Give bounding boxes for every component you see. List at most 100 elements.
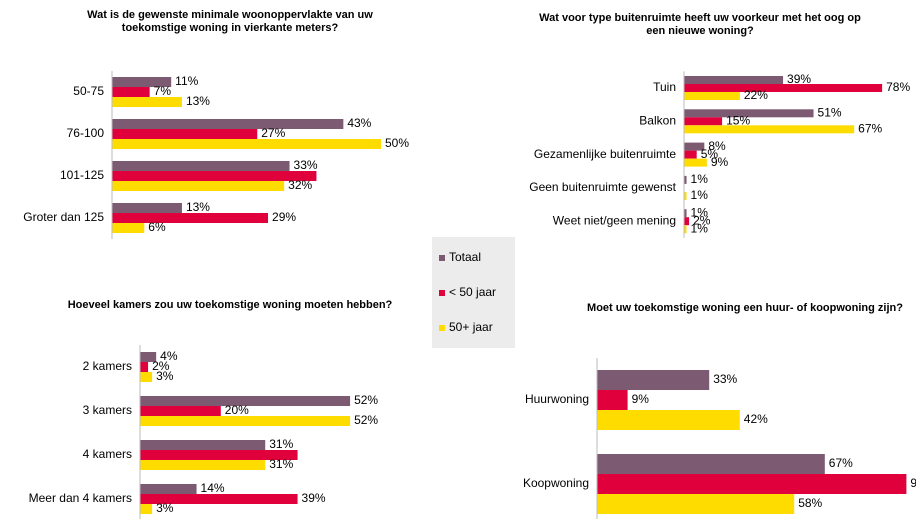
bar [112,87,150,97]
bar [684,117,723,126]
bar [112,171,317,181]
value-label: 39% [302,491,326,505]
bar [140,396,351,406]
legend-swatch [439,290,445,296]
bar [597,410,740,430]
value-label: 11% [175,74,198,88]
category-label: Meer dan 4 kamers [29,491,132,505]
value-label: 22% [744,88,768,102]
value-label: 29% [272,210,296,224]
chart-title: Moet uw toekomstige woning een huur- of … [587,302,903,314]
value-label: 1% [691,172,709,186]
value-label: 9% [632,392,650,406]
value-label: 52% [354,393,378,407]
value-label: 31% [269,437,293,451]
category-label: 4 kamers [83,447,132,461]
legend-label: < 50 jaar [449,285,496,299]
value-label: 51% [818,105,842,119]
value-label: 43% [347,116,371,130]
bar [112,119,344,129]
value-label: 78% [886,80,910,94]
bar [112,129,258,139]
bar [684,76,784,84]
bar [597,390,628,410]
bar [140,460,266,470]
bar [140,450,298,460]
category-label: 50-75 [73,84,104,98]
value-label: 6% [148,220,166,234]
bar [112,77,172,87]
bar [684,191,687,200]
bar [140,416,351,426]
value-label: 58% [798,496,822,510]
bar [112,139,381,149]
chart-title: Wat voor type buitenruimte heeft uw voor… [539,12,861,37]
chart-title: Hoeveel kamers zou uw toekomstige woning… [67,299,393,311]
value-label: 20% [225,403,249,417]
bar [112,213,269,223]
value-label: 27% [261,126,285,140]
category-label: 76-100 [67,126,105,140]
value-label: 32% [288,178,312,192]
value-label: 4% [160,349,178,363]
value-label: 33% [294,158,318,172]
value-label: 14% [201,481,225,495]
value-label: 42% [744,412,768,426]
value-label: 2% [693,213,711,227]
bar [597,454,825,474]
bar [112,181,285,191]
bar [684,225,687,234]
category-label: Koopwoning [523,476,589,490]
bar [140,494,298,504]
value-label: 9% [711,155,729,169]
value-label: 7% [154,84,172,98]
bar [140,352,157,362]
bar [684,158,707,167]
bar [684,125,855,134]
category-label: Geen buitenruimte gewenst [529,180,676,194]
bar [597,474,907,494]
category-label: 2 kamers [83,359,132,373]
value-label: 15% [726,113,750,127]
bar [112,97,182,107]
value-label: 1% [691,188,709,202]
value-label: 67% [829,456,853,470]
value-label: 13% [186,200,210,214]
value-label: 8% [708,139,726,153]
bar [684,209,687,218]
category-label: Huurwoning [525,392,589,406]
legend-swatch [439,255,445,261]
value-label: 5% [701,147,719,161]
bar [684,150,697,159]
value-label: 33% [713,372,737,386]
value-label: 31% [269,457,293,471]
bar [112,203,182,213]
chart-title: Wat is de gewenste minimale woonoppervla… [87,9,373,34]
bar [597,494,795,514]
value-label: 3% [156,369,174,383]
legend-swatch [439,325,445,331]
bar [140,484,197,494]
value-label: 1% [691,221,709,235]
bar [684,92,740,100]
value-label: 67% [858,121,882,135]
value-label: 13% [186,94,210,108]
bar [140,406,221,416]
bar [684,142,705,151]
value-label: 1% [691,205,709,219]
value-label: 91% [910,476,916,490]
value-label: 2% [152,359,170,373]
bar [112,223,145,233]
bar [140,362,149,372]
legend-label: 50+ jaar [449,320,493,334]
value-label: 39% [787,72,811,86]
bar [140,440,266,450]
legend-label: Totaal [449,250,481,264]
bar [684,217,690,226]
legend-box [432,237,515,348]
bar [684,175,687,184]
value-label: 52% [354,413,378,427]
value-label: 3% [156,501,174,515]
